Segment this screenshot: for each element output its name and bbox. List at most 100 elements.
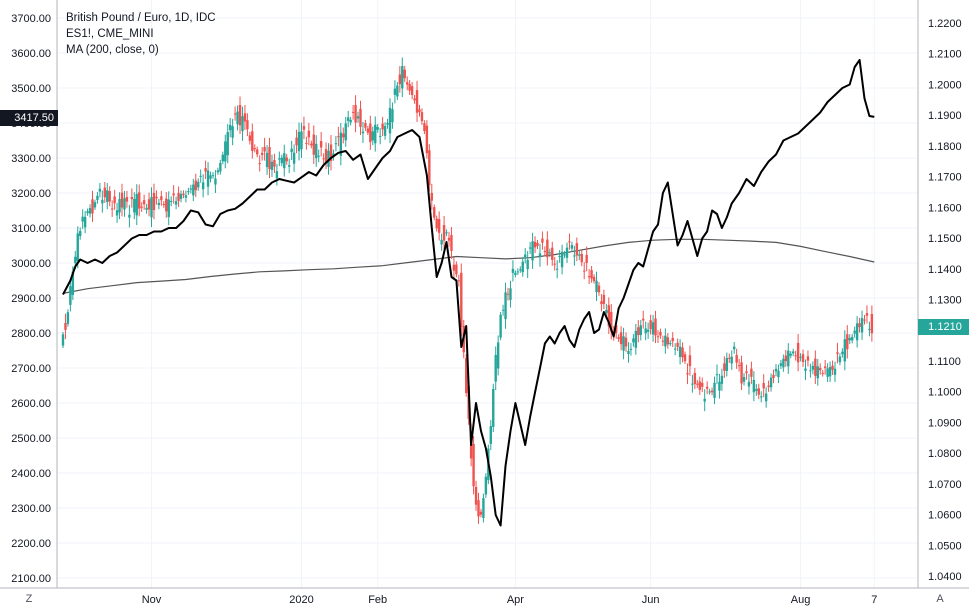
candle-body xyxy=(231,126,234,138)
candle-body xyxy=(580,253,583,263)
candle-body xyxy=(504,292,507,320)
candle-body xyxy=(619,332,623,345)
candle-body xyxy=(88,208,92,214)
candle-body xyxy=(546,239,549,258)
candle-body xyxy=(287,165,291,167)
candle-body xyxy=(755,389,758,391)
candle-body xyxy=(595,280,598,292)
candle-body xyxy=(511,268,515,273)
candle-body xyxy=(187,191,190,193)
left-tick-label: 3500.00 xyxy=(11,83,51,95)
candle-body xyxy=(728,357,731,359)
candle-body xyxy=(720,375,724,384)
candle-body xyxy=(622,336,625,351)
left-tick-label: 2400.00 xyxy=(11,468,51,480)
candle-body xyxy=(184,195,188,198)
x-tick-label: Nov xyxy=(142,594,162,606)
candle-body xyxy=(823,366,827,369)
candle-body xyxy=(378,135,382,137)
candle-body xyxy=(863,319,866,321)
candle-body xyxy=(732,346,736,350)
candle-body xyxy=(583,270,586,272)
right-tick-label: 1.1900 xyxy=(928,110,962,122)
candle-body xyxy=(81,216,84,222)
candlestick-series xyxy=(61,57,874,524)
candle-body xyxy=(238,105,242,126)
candle-body xyxy=(420,112,424,122)
candle-body xyxy=(472,443,475,487)
grid xyxy=(57,0,918,588)
right-tick-label: 1.2000 xyxy=(928,79,962,91)
right-tick-label: 1.1600 xyxy=(928,202,962,214)
candle-body xyxy=(801,354,805,363)
candle-body xyxy=(133,198,136,213)
legend-compare-symbol[interactable]: ES1!, CME_MINI xyxy=(66,28,154,40)
candle-body xyxy=(735,354,738,363)
candle-body xyxy=(278,158,281,160)
candle-body xyxy=(715,374,719,376)
candle-body xyxy=(767,385,770,387)
candle-body xyxy=(691,383,694,385)
candle-body xyxy=(602,294,606,304)
candle-body xyxy=(101,199,104,204)
auto-scale-button[interactable]: A xyxy=(936,593,944,605)
right-tick-label: 1.1300 xyxy=(928,295,962,307)
candle-body xyxy=(408,84,411,91)
candle-body xyxy=(627,350,630,354)
candle-body xyxy=(64,322,67,330)
candle-body xyxy=(305,142,308,144)
candle-body xyxy=(555,268,559,270)
candle-body xyxy=(637,327,640,336)
candle-body xyxy=(536,243,539,246)
legend-indicator[interactable]: MA (200, close, 0) xyxy=(66,44,159,56)
legend-title[interactable]: British Pound / Euro, 1D, IDC xyxy=(66,12,216,24)
compare-line xyxy=(62,59,875,527)
candle-body xyxy=(76,233,79,262)
candle-body xyxy=(666,337,670,345)
candle-body xyxy=(634,330,638,348)
candle-body xyxy=(356,116,360,119)
candle-body xyxy=(833,368,837,375)
candle-body xyxy=(433,207,436,218)
zoom-button[interactable]: Z xyxy=(25,593,33,605)
candle-body xyxy=(437,219,441,233)
left-tick-label: 2300.00 xyxy=(11,503,51,515)
candle-body xyxy=(351,111,355,113)
candle-body xyxy=(477,500,480,517)
candle-body xyxy=(125,197,129,202)
candle-body xyxy=(791,351,795,354)
candle-body xyxy=(310,143,313,146)
candle-body xyxy=(322,158,325,160)
x-tick-label: 2020 xyxy=(289,594,313,606)
candle-body xyxy=(617,337,620,339)
candle-body xyxy=(656,336,660,338)
candle-body xyxy=(784,355,788,362)
candle-body xyxy=(155,196,158,199)
candle-body xyxy=(506,293,510,295)
candle-body xyxy=(130,197,134,200)
right-tick-label: 1.0400 xyxy=(928,571,962,583)
candle-body xyxy=(182,193,185,195)
candle-body xyxy=(211,175,215,177)
candle-body xyxy=(290,148,293,153)
candle-body xyxy=(174,201,178,205)
right-tick-label: 1.1100 xyxy=(928,356,961,368)
candle-body xyxy=(703,398,706,402)
candle-body xyxy=(138,192,141,209)
right-last-value-tag: 1.1210 xyxy=(918,319,969,335)
right-tick-label: 1.1400 xyxy=(928,264,962,276)
candle-body xyxy=(135,193,138,216)
candle-body xyxy=(428,150,431,186)
left-tick-label: 3700.00 xyxy=(11,13,51,25)
candle-body xyxy=(519,269,522,271)
candle-body xyxy=(265,152,269,168)
candle-body xyxy=(782,358,785,368)
candle-body xyxy=(860,318,864,333)
candle-body xyxy=(560,251,564,268)
candle-body xyxy=(585,254,588,263)
candle-body xyxy=(705,386,709,389)
candle-body xyxy=(366,128,370,133)
candle-body xyxy=(632,338,635,343)
